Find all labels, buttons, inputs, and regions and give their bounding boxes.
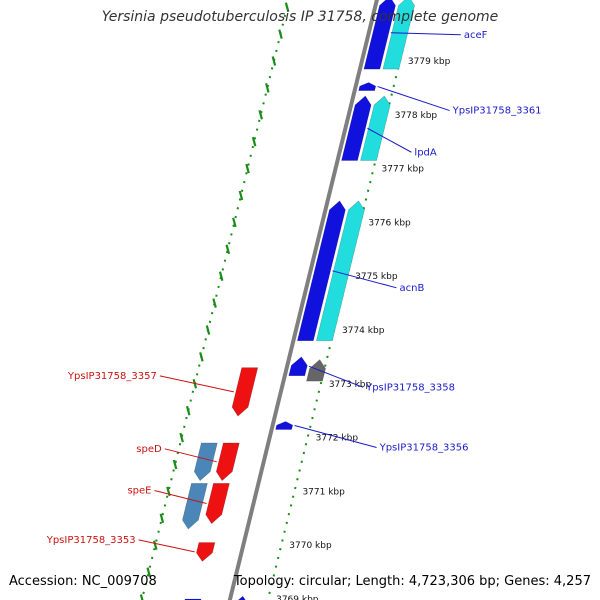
gene-arrow-aceF-other	[382, 0, 415, 70]
ruler-major-tick	[232, 217, 237, 228]
ruler-major-tick	[212, 298, 217, 308]
leader-line-speD	[164, 448, 217, 463]
gene-label-aceF: aceF	[464, 30, 488, 41]
leader-line-YpsIP31758_3361	[377, 86, 450, 112]
gene-arrow-speE-other	[182, 483, 208, 530]
ruler-major-tick	[251, 136, 257, 147]
ruler-major-tick	[159, 513, 165, 524]
accession-text: Accession: NC_009708	[9, 574, 157, 589]
gene-label-lpdA: lpdA	[414, 147, 436, 158]
tick-label-3774: 3774 kbp	[342, 326, 385, 336]
ruler-major-tick	[258, 110, 263, 120]
gene-label-YpsIP31758_3358: YpsIP31758_3358	[365, 382, 455, 393]
gene-arrow-YpsIP31758_3358-other	[306, 359, 326, 382]
ruler-major-tick	[225, 244, 231, 255]
ruler-major-tick	[199, 352, 204, 362]
ruler-major-tick	[146, 567, 151, 577]
tick-label-3775: 3775 kbp	[355, 272, 398, 282]
gene-label-YpsIP31758_3353: YpsIP31758_3353	[46, 535, 136, 546]
gene-label-speD: speD	[136, 444, 162, 455]
leader-line-YpsIP31758_3357	[159, 375, 234, 393]
gene-label-YpsIP31758_3357: YpsIP31758_3357	[67, 371, 157, 382]
gene-label-YpsIP31758_3356: YpsIP31758_3356	[379, 442, 469, 453]
leader-line-YpsIP31758_3358	[308, 365, 364, 388]
leader-line-YpsIP31758_3356	[294, 425, 377, 448]
gene-label-acnB: acnB	[399, 283, 424, 294]
gene-arrow-speD	[215, 442, 240, 482]
tick-label-3779: 3779 kbp	[408, 57, 451, 67]
gene-label-YpsIP31758_3361: YpsIP31758_3361	[452, 106, 542, 117]
gene-arrow-lpdA	[341, 95, 372, 161]
leader-line-acnB	[332, 270, 397, 289]
gene-arrow-YpsIP31758_3361	[358, 82, 377, 91]
tick-label-3777: 3777 kbp	[382, 165, 425, 175]
ruler-major-tick	[139, 594, 144, 600]
gene-arrow-lpdA-other	[360, 95, 391, 161]
gene-arrow-YpsIP31758_3353	[196, 542, 216, 562]
topology-text: Topology: circular; Length: 4,723,306 bp…	[233, 574, 591, 589]
ruler-major-tick	[179, 432, 184, 443]
leader-line-lpdA	[367, 127, 412, 153]
genome-backbone	[227, 0, 379, 600]
tick-label-3771: 3771 kbp	[302, 487, 345, 497]
ruler-major-tick	[278, 29, 283, 39]
tick-label-3776: 3776 kbp	[368, 218, 411, 228]
tick-label-3772: 3772 kbp	[316, 434, 359, 444]
leader-line-speE	[154, 490, 207, 504]
gene-arrow-bottom-forward	[237, 595, 246, 600]
ruler-major-tick	[265, 83, 270, 93]
ruler-major-tick	[284, 2, 290, 12]
map-title: Yersinia pseudotuberculosis IP 31758, co…	[101, 9, 499, 25]
ruler-major-tick	[218, 271, 224, 281]
ruler-major-tick	[185, 405, 191, 416]
leader-line-aceF	[390, 32, 461, 36]
leader-line-YpsIP31758_3353	[138, 539, 195, 553]
gene-arrow-YpsIP31758_3356	[275, 421, 294, 430]
ruler-major-tick	[205, 325, 211, 335]
ruler-major-tick	[245, 163, 250, 174]
tick-label-3773: 3773 kbp	[329, 380, 372, 390]
gene-arrow-acnB	[296, 200, 346, 342]
gene-label-speE: speE	[127, 486, 151, 497]
ruler-major-tick	[238, 190, 244, 201]
ruler-major-tick	[271, 56, 277, 66]
gene-arrow-YpsIP31758_3357	[231, 367, 259, 417]
tick-label-3770: 3770 kbp	[289, 541, 332, 551]
gene-arrow-speD-other	[193, 442, 218, 482]
tick-label-3769: 3769 kbp	[276, 595, 319, 600]
gene-arrow-acnB-other	[315, 200, 365, 342]
gene-arrow-aceF	[363, 0, 396, 70]
ruler-major-tick	[172, 459, 178, 470]
ruler-inner-dots	[266, 0, 416, 600]
ruler-major-tick	[153, 540, 158, 550]
tick-label-3778: 3778 kbp	[395, 111, 438, 121]
gene-arrow-speE	[205, 483, 230, 525]
gene-arrow-YpsIP31758_3358	[288, 356, 308, 377]
